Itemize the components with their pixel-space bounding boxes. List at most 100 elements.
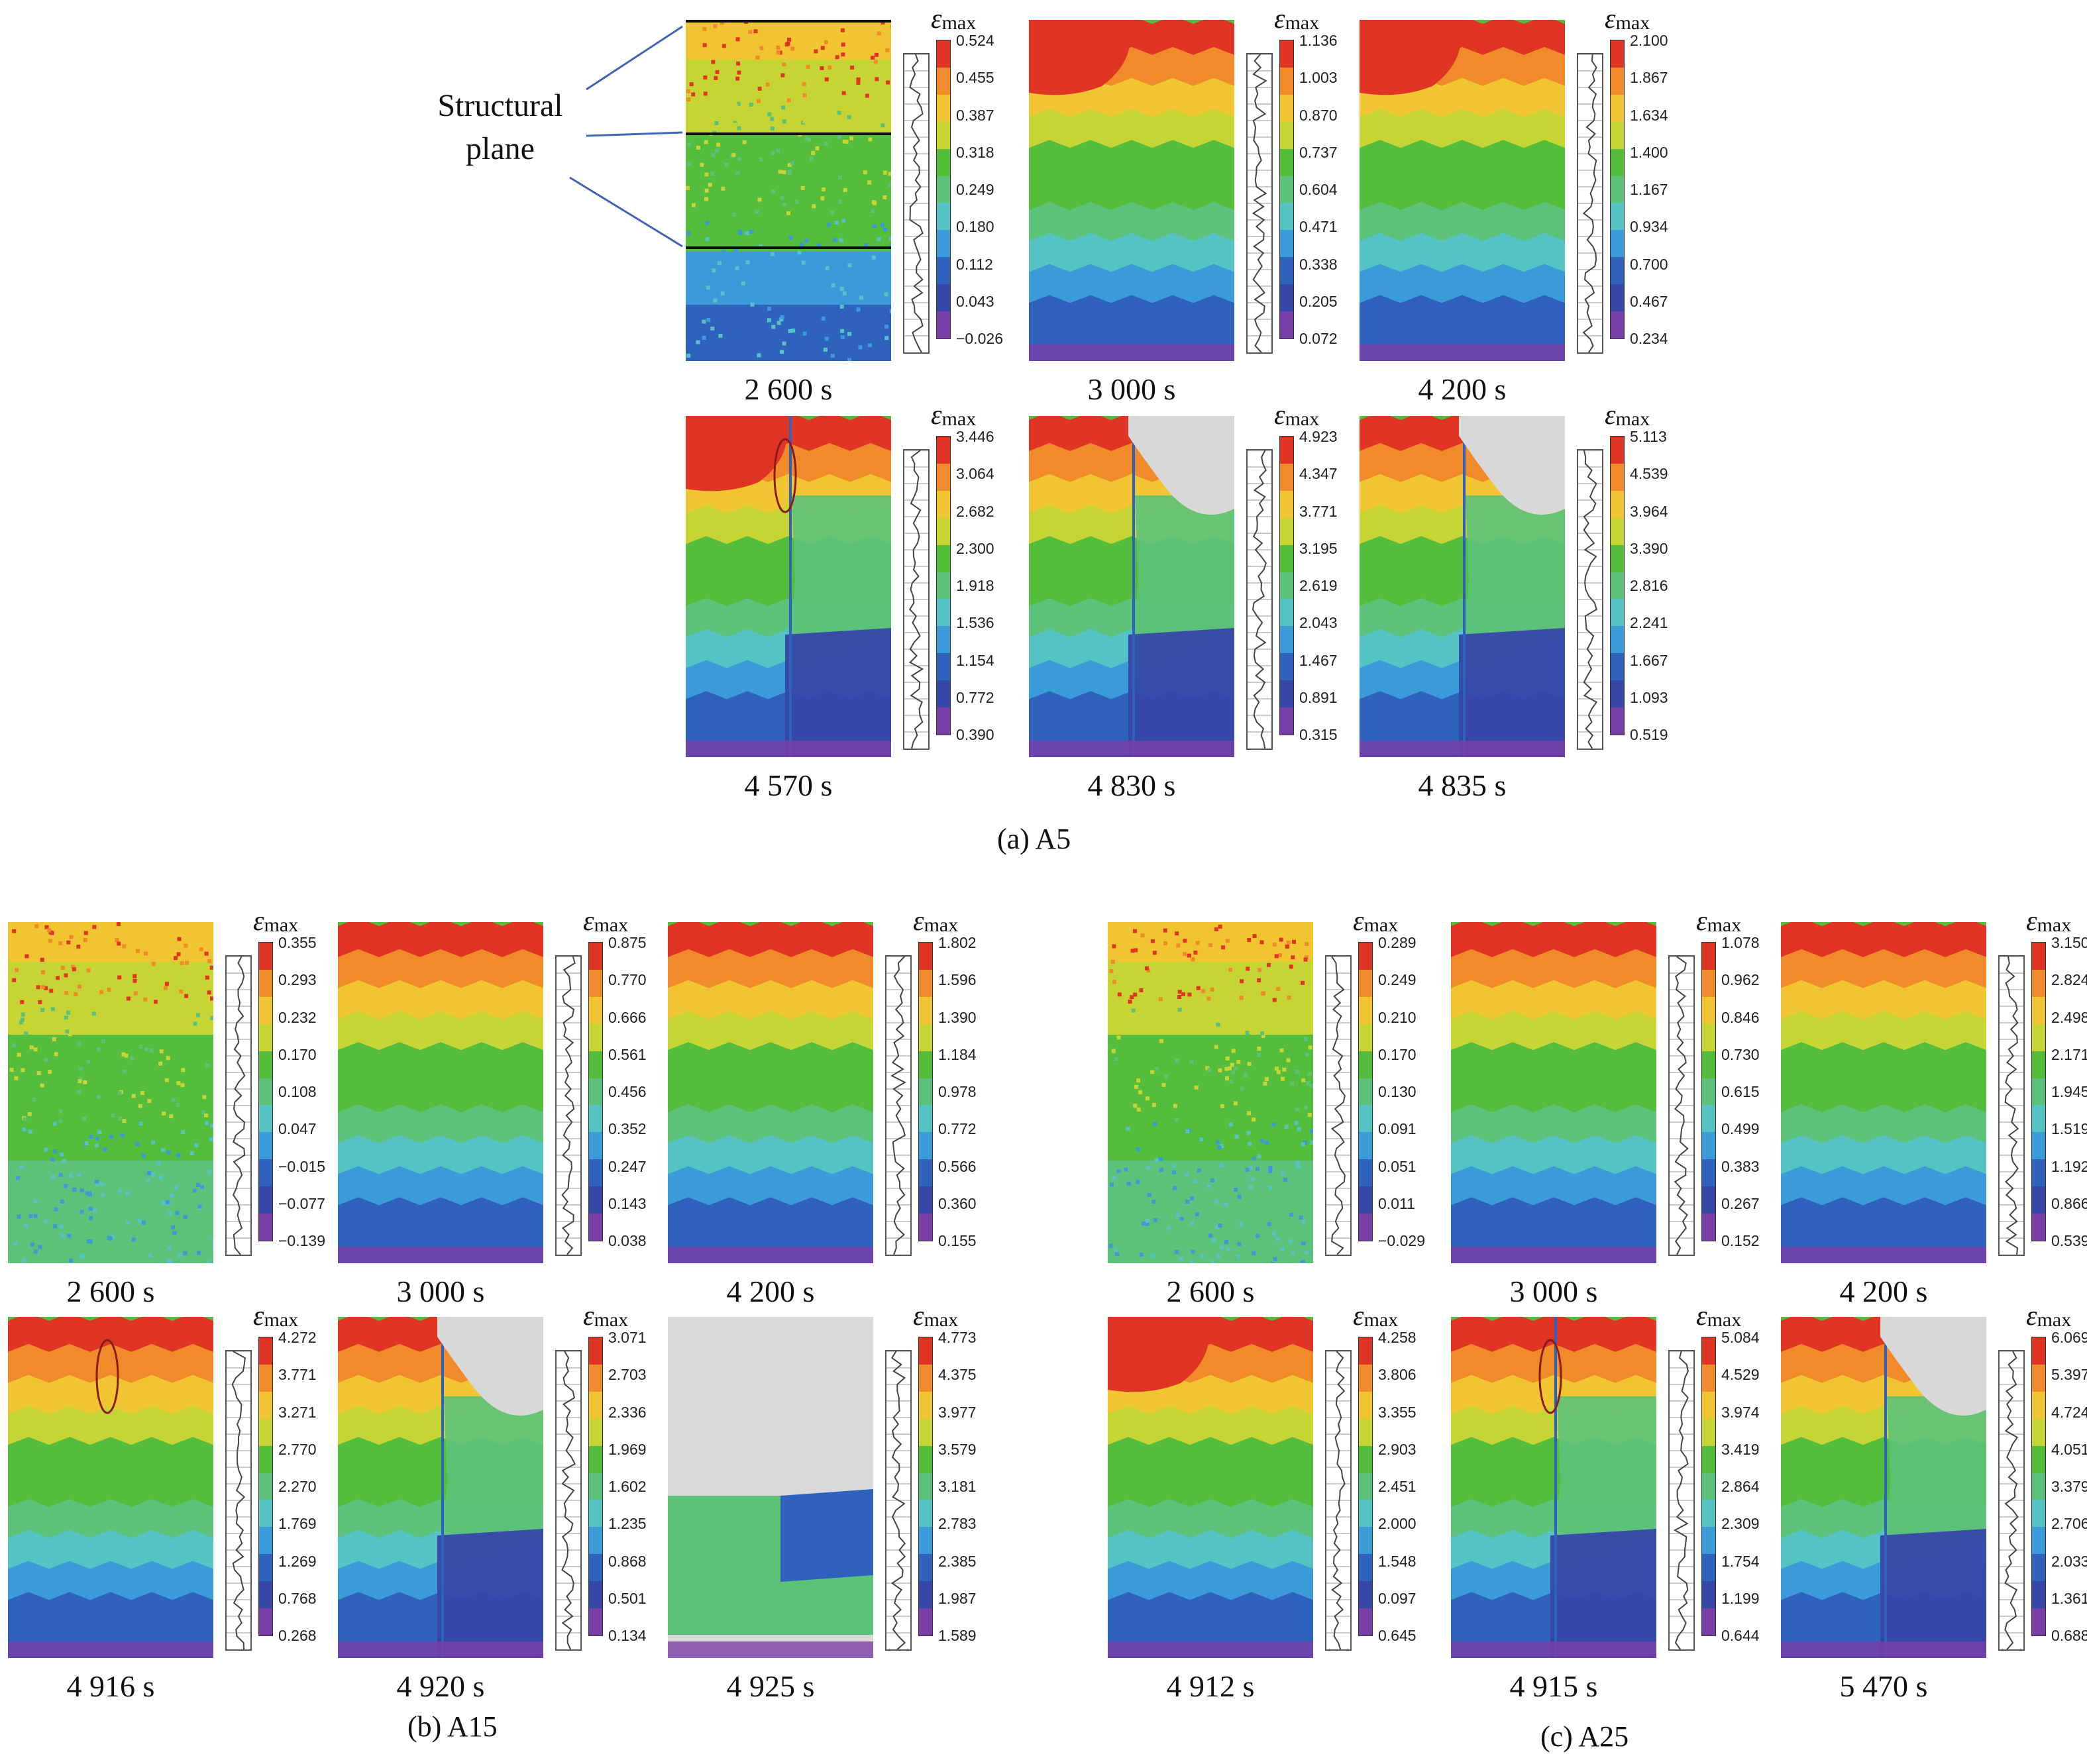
strain-panel: εmax 0.524 0.455 0.387 0.318 0.249 0.180 0.112 0…: [686, 5, 1017, 411]
colorbar-tick-label: 1.548: [1378, 1552, 1417, 1570]
time-label: 4 916 s: [66, 1669, 155, 1703]
colorbar-segment: [1359, 1581, 1372, 1609]
strain-profile-inset: [903, 53, 930, 354]
colorbar-segment: [937, 40, 950, 68]
colorbar-tick-label: 2.385: [938, 1552, 977, 1570]
colorbar-tick-label: 1.003: [1299, 69, 1338, 87]
strain-profile-inset: [1998, 955, 2025, 1256]
colorbar-segment: [919, 1391, 932, 1419]
colorbar-tick-label: 0.666: [608, 1008, 647, 1026]
colorbar-segment: [1702, 1500, 1715, 1528]
colorbar-tick-label: −0.026: [956, 330, 1003, 347]
colorbar-tick-label: 0.338: [1299, 255, 1338, 273]
colorbar-segment: [919, 1418, 932, 1446]
colorbar-tick-label: 2.770: [278, 1440, 317, 1458]
legend-symbol: ε: [1353, 906, 1364, 937]
colorbar-segment: [1611, 311, 1624, 338]
colorbar-segment: [937, 148, 950, 176]
legend-title: εmax: [1274, 5, 1319, 33]
colorbar-segment: [1611, 517, 1624, 545]
colorbar-tick-label: 0.772: [938, 1120, 977, 1138]
colorbar-tick-label: 0.072: [1299, 330, 1338, 347]
colorbar-segment: [1280, 599, 1293, 627]
colorbar-tick-label: 0.097: [1378, 1589, 1417, 1607]
colorbar-segment: [919, 1473, 932, 1500]
colorbar-tick-label: 2.824: [2051, 971, 2087, 989]
legend-symbol: ε: [253, 906, 264, 937]
colorbar-segment: [589, 996, 602, 1024]
legend-title: εmax: [253, 1302, 298, 1330]
colorbar-tick-label: 0.868: [608, 1552, 647, 1570]
colorbar-segment: [1611, 437, 1624, 464]
colorbar-tick-label: 2.043: [1299, 614, 1338, 632]
colorbar-tick-label: 0.870: [1299, 106, 1338, 124]
legend-title: εmax: [931, 5, 976, 33]
colorbar-segment: [937, 437, 950, 464]
colorbar-segment: [589, 1581, 602, 1609]
strain-profile-inset: [1246, 53, 1273, 354]
colorbar-segment: [1611, 626, 1624, 654]
colorbar-segment: [259, 1132, 272, 1160]
colorbar-tick-label: 0.539: [2051, 1232, 2087, 1249]
colorbar-segment: [1611, 176, 1624, 203]
structural-plane-text: Structural plane: [437, 88, 563, 166]
legend-title: εmax: [1696, 908, 1741, 935]
colorbar: [258, 942, 273, 1241]
colorbar-tick-label: 0.387: [956, 106, 994, 124]
colorbar: [588, 1337, 603, 1636]
colorbar-tick-label: 0.455: [956, 69, 994, 87]
colorbar-segment: [589, 1500, 602, 1528]
colorbar-tick-label: 2.903: [1378, 1440, 1417, 1458]
legend-symbol: ε: [1696, 906, 1707, 937]
colorbar-tick-label: 1.269: [278, 1552, 317, 1570]
colorbar-segment: [1611, 230, 1624, 258]
colorbar-tick-label: 0.170: [278, 1045, 317, 1063]
strain-panel: εmax 4.923 4.347 3.771 3.195 2.619 2.043 1.467 0…: [1029, 401, 1360, 807]
colorbar-tick-label: 1.519: [2051, 1120, 2087, 1138]
strain-profile-inset: [555, 1350, 582, 1651]
colorbar-segment: [259, 1581, 272, 1609]
strain-contour-map: [1360, 416, 1565, 757]
colorbar-segment: [1280, 94, 1293, 122]
colorbar: [918, 942, 933, 1241]
colorbar: [918, 1337, 933, 1636]
colorbar-tick-label: 3.806: [1378, 1366, 1417, 1384]
colorbar-segment: [2032, 1418, 2045, 1446]
strain-panel: εmax 0.875 0.770 0.666 0.561 0.456 0.352 0.247 0…: [338, 908, 669, 1313]
colorbar-segment: [1702, 1445, 1715, 1473]
legend-subscript: max: [1364, 1309, 1399, 1331]
colorbar-segment: [259, 1051, 272, 1078]
strain-contour-map: [1108, 922, 1313, 1263]
colorbar: [1358, 1337, 1373, 1636]
colorbar-tick-label: 1.918: [956, 577, 994, 594]
colorbar-segment: [259, 1391, 272, 1419]
legend-subscript: max: [2037, 914, 2072, 936]
colorbar-segment: [937, 626, 950, 654]
colorbar-segment: [2032, 1186, 2045, 1214]
colorbar-tick-label: 1.154: [956, 651, 994, 669]
colorbar-segment: [2032, 943, 2045, 970]
colorbar-tick-label: 1.078: [1721, 934, 1760, 951]
strain-profile-inset: [885, 1350, 912, 1651]
colorbar-tick-label: 1.589: [938, 1627, 977, 1644]
colorbar-tick-label: 1.390: [938, 1008, 977, 1026]
colorbar-segment: [919, 1445, 932, 1473]
colorbar-segment: [1359, 1023, 1372, 1051]
strain-contour-map: [1360, 20, 1565, 361]
colorbar-segment: [2032, 996, 2045, 1024]
legend-symbol: ε: [1274, 4, 1285, 34]
colorbar-segment: [919, 1051, 932, 1078]
pointer-line-middle: [586, 131, 683, 137]
legend-subscript: max: [941, 12, 977, 34]
colorbar: [1358, 942, 1373, 1241]
strain-profile-inset: [1246, 449, 1273, 750]
colorbar-tick-label: 0.978: [938, 1083, 977, 1100]
colorbar-tick-label: 0.566: [938, 1157, 977, 1175]
colorbar-segment: [1702, 969, 1715, 997]
colorbar: [1701, 942, 1716, 1241]
colorbar-segment: [919, 1105, 932, 1133]
colorbar-segment: [937, 176, 950, 203]
strain-panel: εmax 4.272 3.771 3.271 2.770 2.270 1.769 1.269 0…: [8, 1302, 339, 1708]
strain-contour-map: [1029, 20, 1234, 361]
legend-title: εmax: [253, 908, 298, 935]
